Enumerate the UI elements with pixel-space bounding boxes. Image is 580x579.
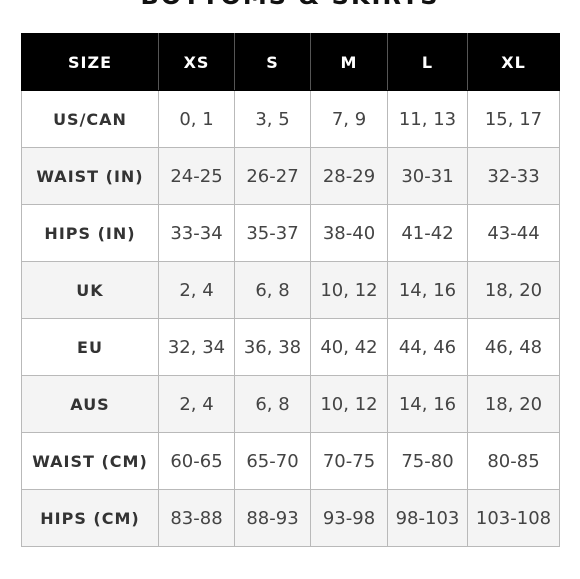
table-cell: 46, 48 (467, 318, 560, 376)
table-cell: 11, 13 (387, 90, 468, 148)
table-cell: 3, 5 (234, 90, 311, 148)
row-label: HIPS (CM) (21, 489, 159, 547)
table-cell: 0, 1 (158, 90, 235, 148)
table-cell: 83-88 (158, 489, 235, 547)
table-cell: 98-103 (387, 489, 468, 547)
table-cell: 18, 20 (467, 375, 560, 433)
page-heading: BOTTOMS & SKIRTS (0, 0, 580, 10)
table-row: UK 2, 4 6, 8 10, 12 14, 16 18, 20 (21, 261, 560, 319)
table-cell: 28-29 (310, 147, 388, 205)
row-label: UK (21, 261, 159, 319)
row-label: WAIST (CM) (21, 432, 159, 490)
table-cell: 33-34 (158, 204, 235, 262)
size-chart-table: SIZE XS S M L XL US/CAN 0, 1 3, 5 7, 9 1… (21, 33, 560, 547)
table-row: HIPS (IN) 33-34 35-37 38-40 41-42 43-44 (21, 204, 560, 262)
table-cell: 93-98 (310, 489, 388, 547)
header-cell-size: SIZE (21, 33, 159, 91)
table-cell: 40, 42 (310, 318, 388, 376)
table-cell: 14, 16 (387, 261, 468, 319)
row-label: AUS (21, 375, 159, 433)
header-cell-xs: XS (158, 33, 235, 91)
table-cell: 32-33 (467, 147, 560, 205)
table-cell: 24-25 (158, 147, 235, 205)
table-cell: 70-75 (310, 432, 388, 490)
table-cell: 35-37 (234, 204, 311, 262)
table-cell: 65-70 (234, 432, 311, 490)
table-cell: 36, 38 (234, 318, 311, 376)
table-cell: 6, 8 (234, 261, 311, 319)
table-cell: 80-85 (467, 432, 560, 490)
table-cell: 14, 16 (387, 375, 468, 433)
table-row: AUS 2, 4 6, 8 10, 12 14, 16 18, 20 (21, 375, 560, 433)
table-row: HIPS (CM) 83-88 88-93 93-98 98-103 103-1… (21, 489, 560, 547)
table-cell: 2, 4 (158, 261, 235, 319)
table-row: EU 32, 34 36, 38 40, 42 44, 46 46, 48 (21, 318, 560, 376)
row-label: US/CAN (21, 90, 159, 148)
table-cell: 10, 12 (310, 375, 388, 433)
table-cell: 10, 12 (310, 261, 388, 319)
row-label: HIPS (IN) (21, 204, 159, 262)
table-cell: 60-65 (158, 432, 235, 490)
table-cell: 2, 4 (158, 375, 235, 433)
table-row: WAIST (IN) 24-25 26-27 28-29 30-31 32-33 (21, 147, 560, 205)
table-cell: 30-31 (387, 147, 468, 205)
table-cell: 43-44 (467, 204, 560, 262)
table-cell: 6, 8 (234, 375, 311, 433)
table-cell: 15, 17 (467, 90, 560, 148)
table-cell: 38-40 (310, 204, 388, 262)
table-cell: 41-42 (387, 204, 468, 262)
table-cell: 7, 9 (310, 90, 388, 148)
row-label: EU (21, 318, 159, 376)
row-label: WAIST (IN) (21, 147, 159, 205)
header-row: SIZE XS S M L XL (21, 33, 560, 91)
header-cell-l: L (387, 33, 468, 91)
table-row: WAIST (CM) 60-65 65-70 70-75 75-80 80-85 (21, 432, 560, 490)
table-cell: 32, 34 (158, 318, 235, 376)
table-cell: 75-80 (387, 432, 468, 490)
table-cell: 103-108 (467, 489, 560, 547)
table-cell: 44, 46 (387, 318, 468, 376)
header-cell-m: M (310, 33, 388, 91)
table-cell: 26-27 (234, 147, 311, 205)
header-cell-s: S (234, 33, 311, 91)
table-row: US/CAN 0, 1 3, 5 7, 9 11, 13 15, 17 (21, 90, 560, 148)
table-cell: 88-93 (234, 489, 311, 547)
table-cell: 18, 20 (467, 261, 560, 319)
header-cell-xl: XL (467, 33, 560, 91)
